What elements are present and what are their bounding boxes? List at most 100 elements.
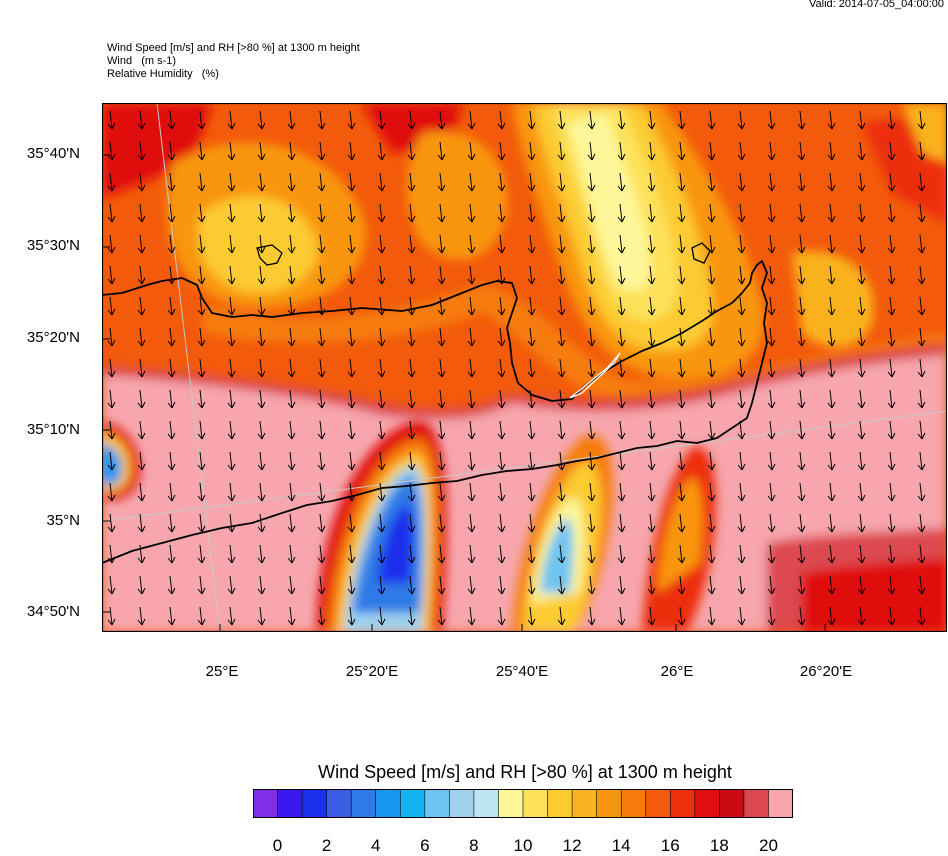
wind-vector bbox=[107, 513, 116, 533]
wind-vector bbox=[557, 327, 566, 347]
wind-vector bbox=[227, 451, 236, 471]
wind-vector bbox=[257, 327, 266, 347]
lat-label-35-40: 35°40'N bbox=[26, 145, 80, 162]
wind-vector bbox=[227, 265, 236, 285]
wind-vector bbox=[287, 544, 296, 564]
wind-vector bbox=[377, 327, 386, 347]
wind-vector bbox=[857, 420, 866, 440]
wind-vector bbox=[917, 482, 926, 502]
wind-vector bbox=[407, 141, 416, 161]
wind-vector bbox=[827, 327, 836, 347]
wind-vector bbox=[677, 234, 686, 254]
wind-vector bbox=[347, 544, 356, 564]
wind-vector bbox=[467, 389, 476, 409]
wind-vector bbox=[167, 203, 176, 223]
wind-vector bbox=[797, 389, 806, 409]
wind-vectors bbox=[107, 110, 926, 626]
wind-vector bbox=[707, 110, 716, 130]
colorbar-cell bbox=[473, 789, 500, 818]
wind-vector bbox=[407, 420, 416, 440]
wind-vector bbox=[917, 141, 926, 161]
wind-vector bbox=[107, 234, 116, 254]
wind-vector bbox=[497, 327, 506, 347]
wind-vector bbox=[197, 234, 206, 254]
wind-vector bbox=[467, 420, 476, 440]
wind-vector bbox=[347, 203, 356, 223]
wind-vector bbox=[917, 606, 926, 626]
lat-label-35-10: 35°10'N bbox=[26, 421, 80, 438]
wind-vector bbox=[767, 482, 776, 502]
wind-vector bbox=[167, 513, 176, 533]
wind-vector bbox=[527, 203, 536, 223]
wind-vector bbox=[677, 296, 686, 316]
wind-vector bbox=[797, 327, 806, 347]
wind-vector bbox=[827, 513, 836, 533]
wind-vector bbox=[347, 606, 356, 626]
wind-vector bbox=[197, 172, 206, 192]
wind-vector bbox=[137, 265, 146, 285]
colorbar-label: 0 bbox=[272, 836, 283, 855]
wind-vector bbox=[377, 358, 386, 378]
wind-vector bbox=[497, 234, 506, 254]
wind-vector bbox=[767, 265, 776, 285]
wind-vector bbox=[437, 389, 446, 409]
wind-vector bbox=[737, 203, 746, 223]
wind-vector bbox=[917, 389, 926, 409]
wind-vector bbox=[197, 110, 206, 130]
wind-vector bbox=[317, 203, 326, 223]
wind-vector bbox=[407, 296, 416, 316]
wind-vector bbox=[287, 575, 296, 595]
colorbar-cell bbox=[719, 789, 745, 818]
wind-vector bbox=[857, 327, 866, 347]
wind-vector bbox=[377, 172, 386, 192]
wind-vector bbox=[497, 513, 506, 533]
colorbar-cell bbox=[253, 789, 279, 818]
wind-vector bbox=[287, 513, 296, 533]
wind-vector bbox=[347, 234, 356, 254]
wind-vector bbox=[437, 513, 446, 533]
colorbar-cell bbox=[694, 789, 721, 818]
lon-label-26-00: 26°E bbox=[660, 663, 694, 680]
wind-vector bbox=[767, 327, 776, 347]
wind-vector bbox=[527, 265, 536, 285]
wind-vector bbox=[857, 451, 866, 471]
wind-vector bbox=[167, 606, 176, 626]
wind-vector bbox=[257, 544, 266, 564]
wind-vector bbox=[227, 358, 236, 378]
colorbar-label: 18 bbox=[709, 836, 729, 855]
wind-vector bbox=[887, 389, 896, 409]
wind-vector bbox=[797, 451, 806, 471]
wind-vector bbox=[137, 544, 146, 564]
wind-vector bbox=[917, 110, 926, 130]
wind-vector bbox=[857, 203, 866, 223]
wind-vector bbox=[857, 513, 866, 533]
wind-vector bbox=[857, 389, 866, 409]
wind-vector bbox=[617, 389, 626, 409]
colorbar-label: 4 bbox=[370, 836, 381, 855]
wind-vector bbox=[587, 451, 596, 471]
wind-vector bbox=[587, 172, 596, 192]
wind-vector bbox=[917, 451, 926, 471]
wind-vector bbox=[527, 110, 536, 130]
wind-vector bbox=[317, 420, 326, 440]
wind-vector bbox=[407, 544, 416, 564]
wind-vector bbox=[467, 265, 476, 285]
wind-vector bbox=[737, 513, 746, 533]
colorbar-cell bbox=[547, 789, 573, 818]
wind-vector bbox=[707, 513, 716, 533]
wind-vector bbox=[797, 420, 806, 440]
wind-vector bbox=[707, 389, 716, 409]
wind-vector bbox=[287, 110, 296, 130]
wind-vector bbox=[617, 606, 626, 626]
wind-vector bbox=[707, 482, 716, 502]
wind-vector bbox=[827, 606, 836, 626]
wind-vector bbox=[677, 203, 686, 223]
colorbar-title: Wind Speed [m/s] and RH [>80 %] at 1300 … bbox=[318, 762, 732, 782]
wind-vector bbox=[737, 141, 746, 161]
wind-vector bbox=[257, 296, 266, 316]
wind-vector bbox=[677, 420, 686, 440]
wind-vector bbox=[917, 172, 926, 192]
wind-vector bbox=[557, 172, 566, 192]
colorbar-cell bbox=[399, 789, 426, 818]
wind-vector bbox=[467, 451, 476, 471]
